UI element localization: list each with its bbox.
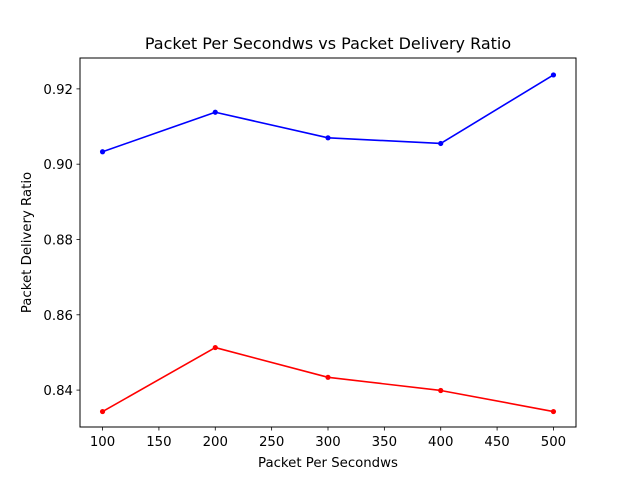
data-point: [99, 149, 106, 155]
data-point: [550, 408, 557, 415]
data-point: [325, 135, 331, 141]
plot-area-frame: [79, 57, 577, 428]
x-tick-label: 250: [259, 435, 284, 450]
y-axis-label: Packet Delivery Ratio: [20, 172, 35, 313]
y-tick-label: 0.88: [43, 233, 73, 248]
x-tick-label: 300: [315, 435, 340, 450]
data-point: [212, 344, 218, 351]
data-point: [212, 109, 218, 115]
x-tick-label: 400: [428, 435, 453, 450]
x-tick-label: 150: [146, 435, 171, 450]
y-tick-label: 0.86: [43, 309, 73, 324]
data-point: [550, 72, 557, 78]
y-tick-label: 0.84: [43, 384, 73, 399]
data-point: [438, 387, 444, 394]
data-point: [325, 374, 331, 380]
x-tick-label: 200: [203, 435, 228, 450]
chart-title: Packet Per Secondws vs Packet Delivery R…: [145, 34, 511, 53]
x-tick-label: 350: [372, 435, 397, 450]
y-axis: 0.84 0.86 0.88 0.90 0.92: [43, 83, 80, 399]
x-tick-label: 500: [541, 435, 566, 450]
data-point: [438, 140, 444, 147]
x-axis-label: Packet Per Secondws: [258, 456, 398, 471]
series-layer: [99, 72, 557, 415]
x-axis: 100 150 200 250 300 350 400 450 500: [90, 427, 566, 450]
x-tick-label: 450: [484, 435, 509, 450]
x-tick-label: 100: [90, 435, 115, 450]
y-tick-label: 0.90: [43, 158, 73, 173]
data-point: [99, 408, 106, 415]
y-tick-label: 0.92: [43, 83, 73, 98]
